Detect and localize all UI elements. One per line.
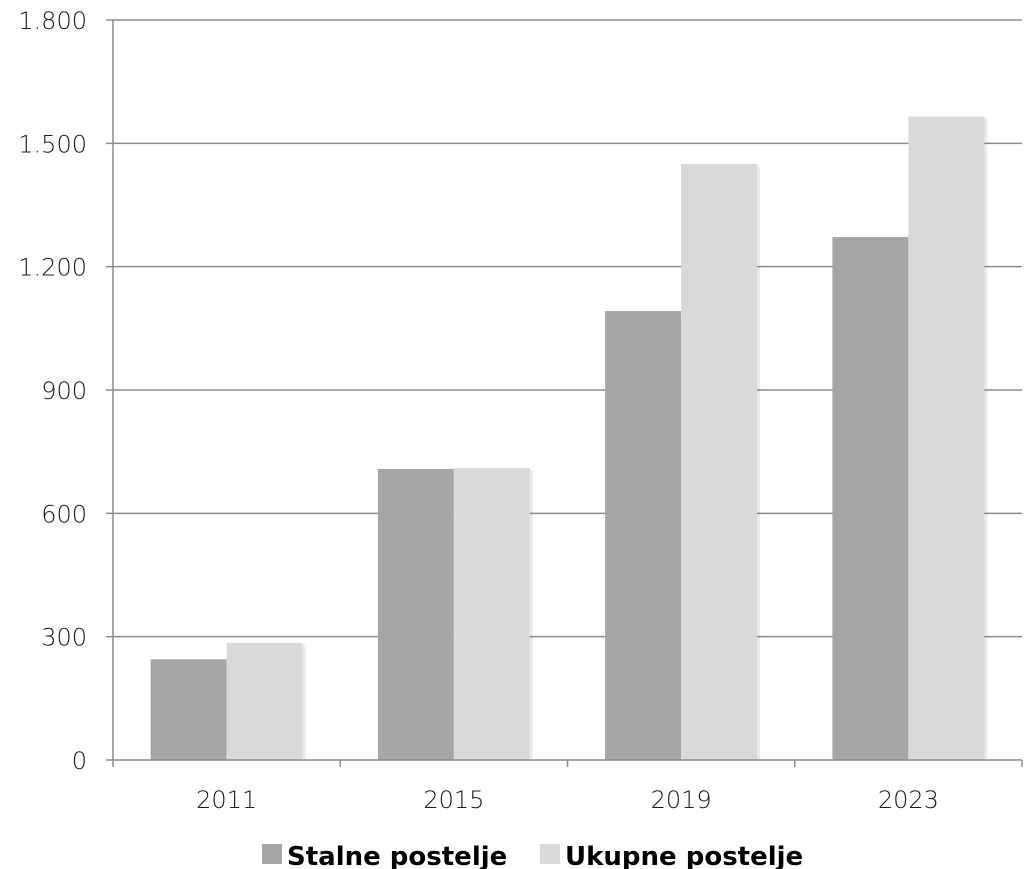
y-tick-label: 900	[41, 377, 87, 405]
bars	[150, 116, 988, 761]
bar-ukupne-postelje-2023	[908, 116, 985, 761]
y-tick-label: 1.800	[18, 7, 87, 35]
y-tick-label: 1.200	[18, 254, 87, 282]
y-tick-label: 1.500	[18, 130, 87, 158]
axes	[106, 19, 1023, 767]
legend: Stalne postelje Ukupne postelje	[262, 842, 803, 869]
y-tick-label: 300	[41, 624, 87, 652]
bar-ukupne-postelje-2011	[226, 642, 303, 760]
legend-swatch-stalne-postelje	[262, 844, 282, 864]
x-tick-labels: 2011 2015 2019 2023	[196, 786, 939, 814]
bar-stalne-postelje-2023	[832, 237, 909, 761]
legend-label-stalne-postelje: Stalne postelje	[287, 842, 507, 869]
x-tick-label: 2015	[423, 786, 484, 814]
y-tick-label: 0	[72, 747, 87, 775]
y-tick-labels: 0 300 600 900 1.200 1.500 1.800	[18, 7, 87, 775]
x-tick-label: 2023	[878, 786, 939, 814]
bar-ukupne-postelje-2015	[453, 468, 530, 760]
legend-swatch-ukupne-postelje	[540, 844, 560, 864]
x-tick-label: 2011	[196, 786, 257, 814]
y-tick-label: 600	[41, 500, 87, 528]
x-tick-label: 2019	[651, 786, 712, 814]
legend-label-ukupne-postelje: Ukupne postelje	[565, 842, 803, 869]
bar-stalne-postelje-2015	[377, 468, 454, 760]
bar-ukupne-postelje-2019	[681, 163, 758, 760]
bar-stalne-postelje-2011	[150, 659, 227, 760]
bar-stalne-postelje-2019	[605, 311, 682, 760]
